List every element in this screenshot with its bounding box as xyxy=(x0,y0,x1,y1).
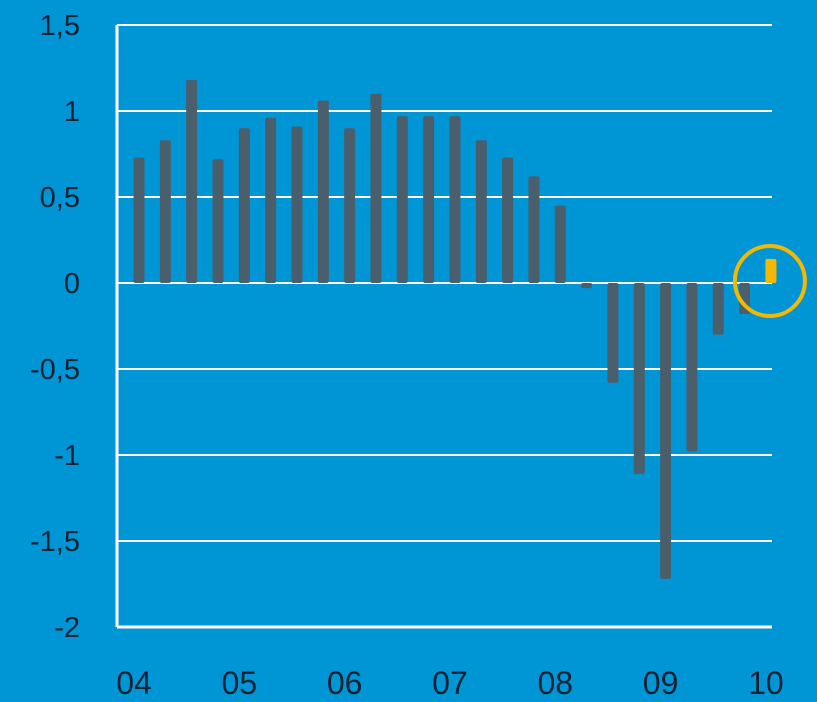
bar xyxy=(502,157,514,283)
bar xyxy=(159,140,171,283)
highlighted-bar xyxy=(765,258,777,283)
bar xyxy=(291,126,303,283)
bar xyxy=(475,140,487,283)
x-tick-label: 06 xyxy=(327,665,363,701)
x-tick-label: 05 xyxy=(222,665,258,701)
highlight-circle xyxy=(732,244,807,318)
bar xyxy=(186,80,198,283)
bar xyxy=(423,116,435,283)
bar xyxy=(370,93,382,283)
bar xyxy=(133,157,145,283)
y-tick-label: -1 xyxy=(54,440,80,472)
y-tick-label: -1,5 xyxy=(30,526,80,558)
y-tick-label: 0 xyxy=(64,268,80,300)
x-tick-label: 07 xyxy=(432,665,468,701)
bar xyxy=(607,283,619,383)
bar xyxy=(265,117,277,283)
bar xyxy=(528,176,540,283)
bar xyxy=(317,100,329,284)
y-tick-label: -2 xyxy=(54,612,80,644)
bar xyxy=(581,283,593,289)
y-tick-label: 1 xyxy=(64,96,80,128)
bar xyxy=(660,283,672,579)
bar xyxy=(554,205,566,283)
y-tick-label: -0,5 xyxy=(30,354,80,386)
y-tick-label: 0,5 xyxy=(40,182,80,214)
bar xyxy=(449,116,461,283)
bar xyxy=(633,283,645,474)
x-tick-label: 08 xyxy=(537,665,573,701)
bar xyxy=(238,128,250,283)
bar xyxy=(396,116,408,283)
x-tick-label: 10 xyxy=(748,665,784,701)
bar xyxy=(344,128,356,283)
bar xyxy=(686,283,698,452)
y-tick-label: 1,5 xyxy=(40,10,80,42)
bar xyxy=(212,159,224,283)
x-tick-label: 09 xyxy=(643,665,679,701)
bar xyxy=(712,283,724,335)
x-tick-label: 04 xyxy=(116,665,152,701)
